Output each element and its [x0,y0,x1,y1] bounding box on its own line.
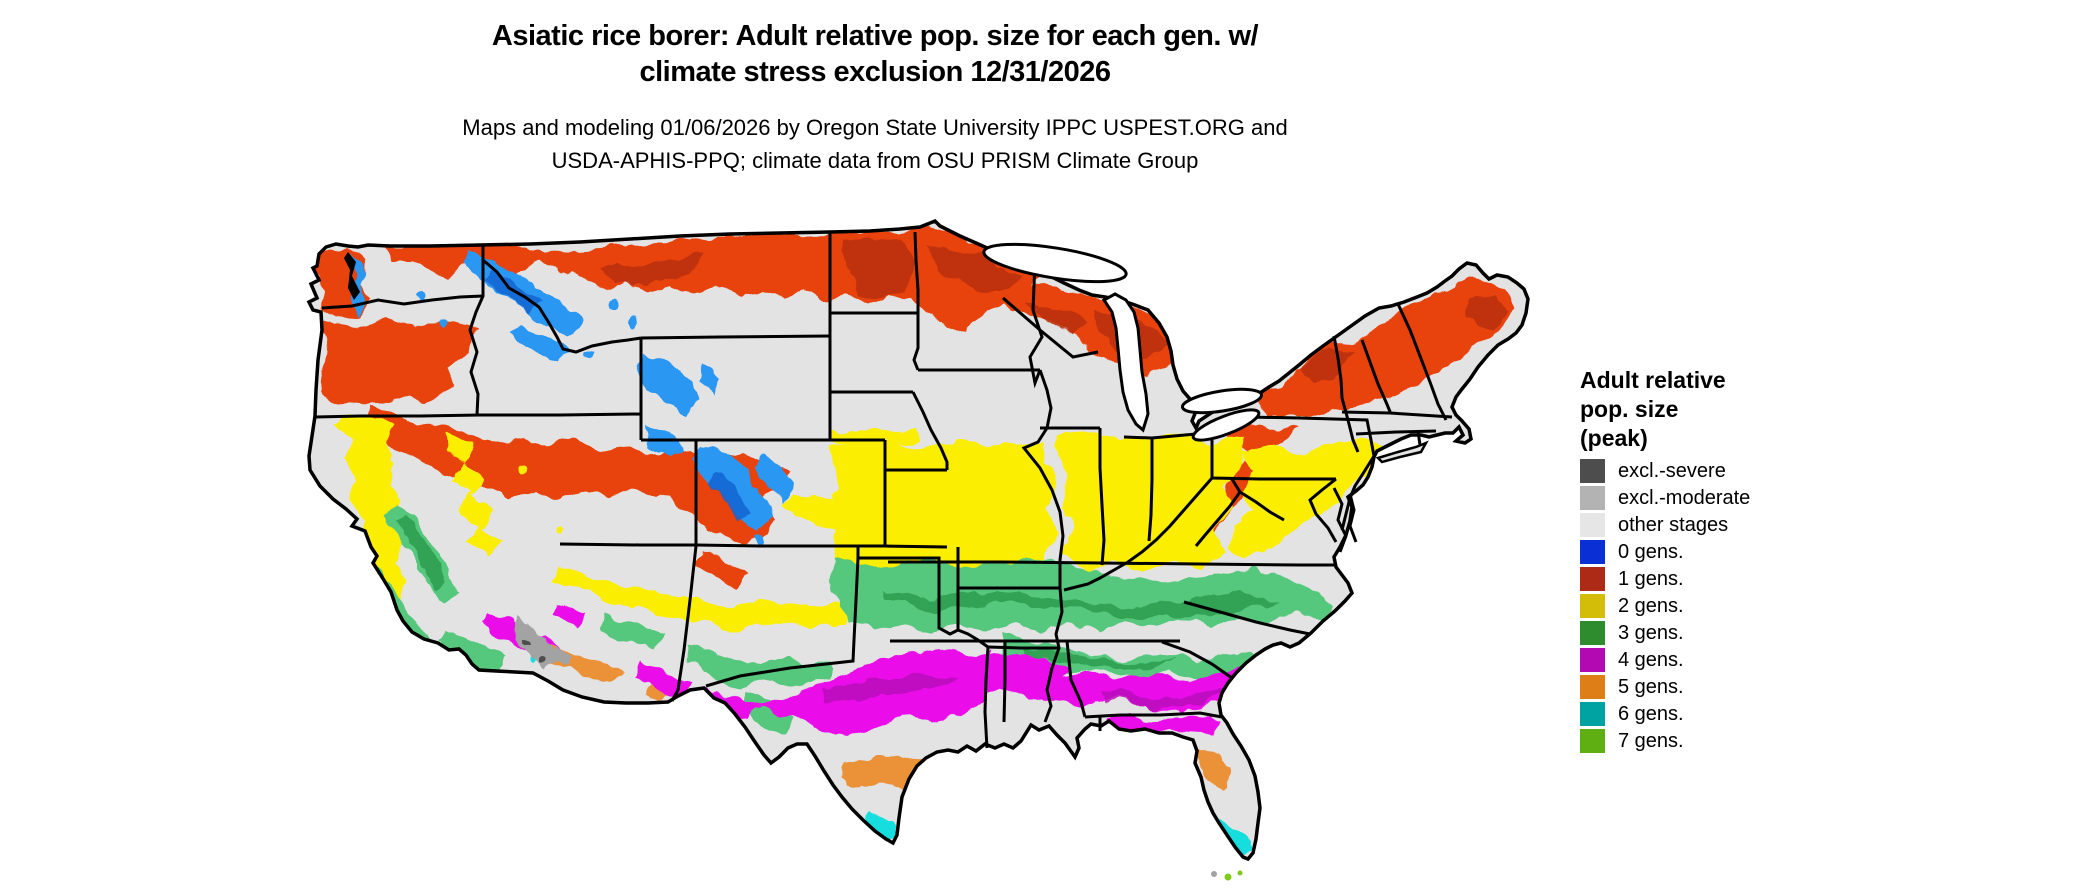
legend-row-excl-moderate: excl.-moderate [1580,486,1890,510]
legend-label: excl.-severe [1618,460,1726,482]
legend-label: 1 gens. [1618,568,1684,590]
long-island [1375,440,1429,464]
excl-severe-patches [523,637,546,664]
legend-items: excl.-severe excl.-moderate other stages… [1580,459,1890,753]
legend-swatch-7-gens [1580,729,1605,753]
legend-title-line3: (peak) [1580,425,1648,451]
legend-label: 2 gens. [1618,595,1684,617]
map-title-line2: climate stress exclusion 12/31/2026 [639,56,1111,88]
map-subtitle: Maps and modeling 01/06/2026 by Oregon S… [230,111,1520,177]
legend-title: Adult relative pop. size (peak) [1580,366,1890,453]
legend-swatch-excl-severe [1580,459,1605,483]
chesapeake-bay [1332,487,1358,553]
legend-swatch-6-gens [1580,702,1605,726]
map-land [309,221,1528,859]
legend-label: 4 gens. [1618,649,1684,671]
legend-row-3-gens: 3 gens. [1580,621,1890,645]
lake-ontario [1180,387,1264,415]
legend-row-6-gens: 6 gens. [1580,702,1890,726]
legend-row-5-gens: 5 gens. [1580,675,1890,699]
legend-row-0-gens: 0 gens. [1580,540,1890,564]
legend-swatch-3-gens [1580,621,1605,645]
legend-label: other stages [1618,514,1729,536]
legend-label: 7 gens. [1618,730,1684,752]
legend-label: 3 gens. [1618,622,1684,644]
map-title-line1: Asiatic rice borer: Adult relative pop. … [491,20,1259,52]
us-generation-map [240,170,1570,890]
legend-row-other-stages: other stages [1580,513,1890,537]
legend-swatch-5-gens [1580,675,1605,699]
legend-swatch-4-gens [1580,648,1605,672]
state-borders [315,231,1453,749]
band-3-gens-dark-shading [396,516,1280,670]
legend-label: 5 gens. [1618,676,1684,698]
band-1-gens-dark-shading [600,238,1508,384]
legend-swatch-excl-moderate [1580,486,1605,510]
legend-swatch-other-stages [1580,513,1605,537]
keys-islet [1211,871,1217,877]
keys-7-gens-dot [1224,873,1232,881]
legend-title-line2: pop. size [1580,396,1679,422]
puget-sound [344,252,360,300]
legend-row-7-gens: 7 gens. [1580,729,1890,753]
legend-label: 0 gens. [1618,541,1684,563]
band-4-gens-dark-shading [820,672,1240,708]
lake-superior [982,242,1128,284]
map-subtitle-line1: Maps and modeling 01/06/2026 by Oregon S… [462,115,1288,140]
legend-row-excl-severe: excl.-severe [1580,459,1890,483]
florida-keys [1211,870,1243,881]
map-legend: Adult relative pop. size (peak) excl.-se… [1580,366,1890,756]
legend-label: 6 gens. [1618,703,1684,725]
water-features [344,242,1429,553]
keys-7-gens-dot-2 [1237,870,1243,876]
legend-swatch-1-gens [1580,567,1605,591]
map-subtitle-line2: USDA-APHIS-PPQ; climate data from OSU PR… [551,148,1199,173]
map-header: Asiatic rice borer: Adult relative pop. … [230,18,1520,177]
legend-label: excl.-moderate [1618,487,1751,509]
legend-row-1-gens: 1 gens. [1580,567,1890,591]
lake-erie [1191,408,1261,442]
lake-michigan [1101,292,1150,433]
legend-row-4-gens: 4 gens. [1580,648,1890,672]
legend-title-line1: Adult relative [1580,367,1726,393]
legend-row-2-gens: 2 gens. [1580,594,1890,618]
legend-swatch-2-gens [1580,594,1605,618]
legend-swatch-0-gens [1580,540,1605,564]
us-map-svg [306,218,1530,881]
